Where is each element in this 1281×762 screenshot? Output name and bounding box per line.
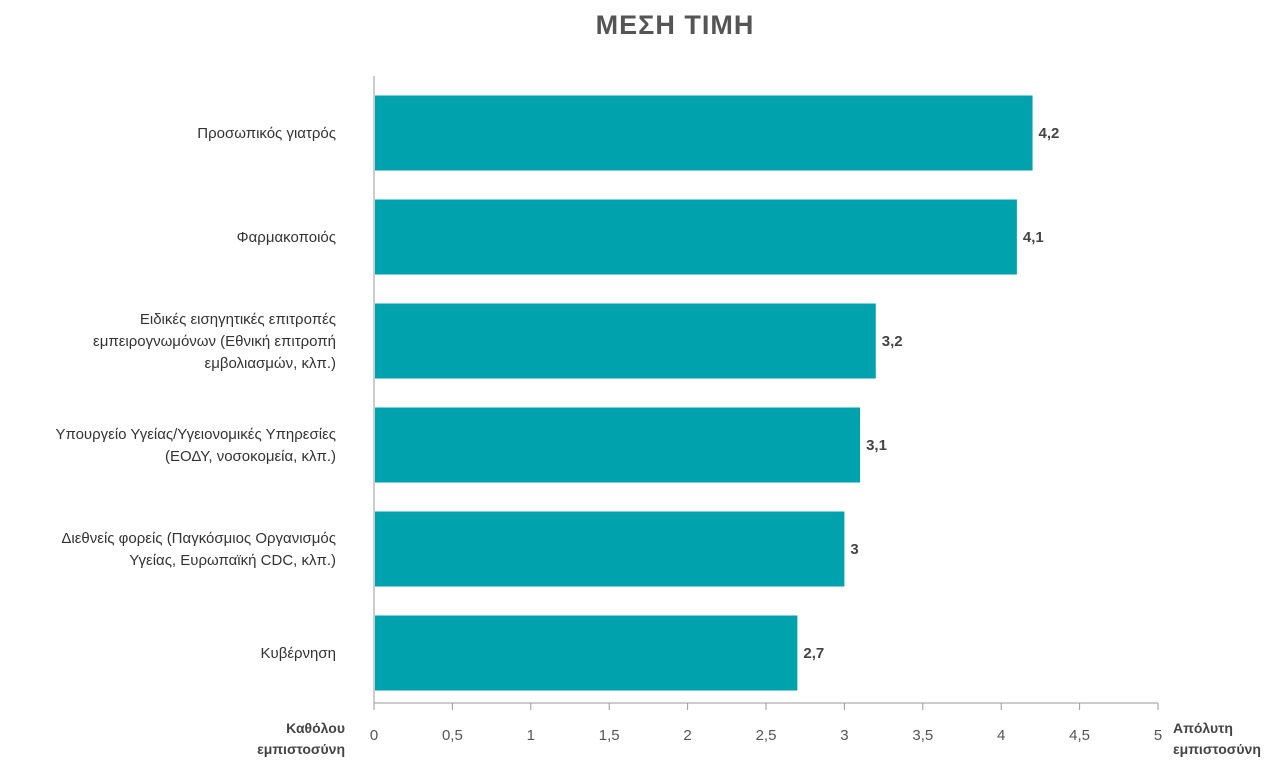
x-tick-label-9: 4,5 — [1069, 727, 1090, 744]
axis-left-end-label: Καθόλου εμπιστοσύνη — [257, 720, 345, 757]
bar-4 — [375, 511, 845, 587]
category-label-line: Φαρμακοποιός — [237, 229, 336, 246]
axis-right-end-label-line: Απόλυτη — [1173, 720, 1233, 736]
bar-1 — [375, 199, 1017, 275]
bar-2 — [375, 303, 876, 379]
category-label-line: Ειδικές εισηγητικές επιτροπές — [140, 311, 336, 328]
x-tick-label-4: 2 — [683, 727, 691, 744]
category-label-line: (ΕΟΔΥ, νοσοκομεία, κλπ.) — [165, 448, 336, 465]
value-label-4: 3 — [850, 541, 858, 558]
x-tick-label-3: 1,5 — [599, 727, 620, 744]
axis-right-end-label: Απόλυτη εμπιστοσύνη — [1173, 720, 1261, 757]
category-label-1: Φαρμακοποιός — [237, 229, 336, 246]
category-label-line: Κυβέρνηση — [261, 645, 337, 662]
value-label-0: 4,2 — [1039, 125, 1060, 142]
chart-title: ΜΕΣΗ ΤΙΜΗ — [595, 10, 755, 40]
x-tick-label-2: 1 — [527, 727, 535, 744]
category-label-5: Κυβέρνηση — [261, 645, 337, 662]
x-tick-label-6: 3 — [840, 727, 848, 744]
value-label-3: 3,1 — [866, 437, 887, 454]
value-label-5: 2,7 — [803, 645, 824, 662]
x-tick-label-8: 4 — [997, 727, 1005, 744]
category-label-2: Ειδικές εισηγητικές επιτροπές εμπειρογνωμ… — [93, 311, 336, 372]
bar-3 — [375, 407, 861, 483]
axis-left-end-label-line: εμπιστοσύνη — [257, 741, 345, 757]
x-tick-label-1: 0,5 — [442, 727, 463, 744]
x-tick-label-7: 3,5 — [912, 727, 933, 744]
x-tick-label-10: 5 — [1154, 727, 1162, 744]
category-label-line: Διεθνείς φορείς (Παγκόσμιος Οργανισμός — [61, 530, 336, 547]
axis-left-end-label-line: Καθόλου — [286, 720, 345, 736]
x-tick-label-0: 0 — [370, 727, 378, 744]
axis-right-end-label-line: εμπιστοσύνη — [1173, 741, 1261, 757]
category-label-line: Υπουργείο Υγείας/Υγειονομικές Υπηρεσίες — [55, 426, 336, 443]
category-label-line: εμπειρογνωμόνων (Εθνική επιτροπή — [93, 333, 336, 350]
value-label-2: 3,2 — [882, 333, 903, 350]
category-label-4: Διεθνείς φορείς (Παγκόσμιος Οργανισμός Υγ… — [61, 530, 336, 569]
category-label-line: Προσωπικός γιατρός — [197, 125, 336, 142]
value-label-1: 4,1 — [1023, 229, 1044, 246]
bar-0 — [375, 95, 1033, 171]
x-tick-label-5: 2,5 — [756, 727, 777, 744]
category-label-0: Προσωπικός γιατρός — [197, 125, 336, 142]
category-label-3: Υπουργείο Υγείας/Υγειονομικές Υπηρεσίες (… — [55, 426, 336, 465]
bar-5 — [375, 615, 798, 691]
category-label-line: εμβολιασμών, κλπ.) — [205, 355, 336, 372]
category-label-line: Υγείας, Ευρωπαϊκή CDC, κλπ.) — [129, 552, 336, 569]
